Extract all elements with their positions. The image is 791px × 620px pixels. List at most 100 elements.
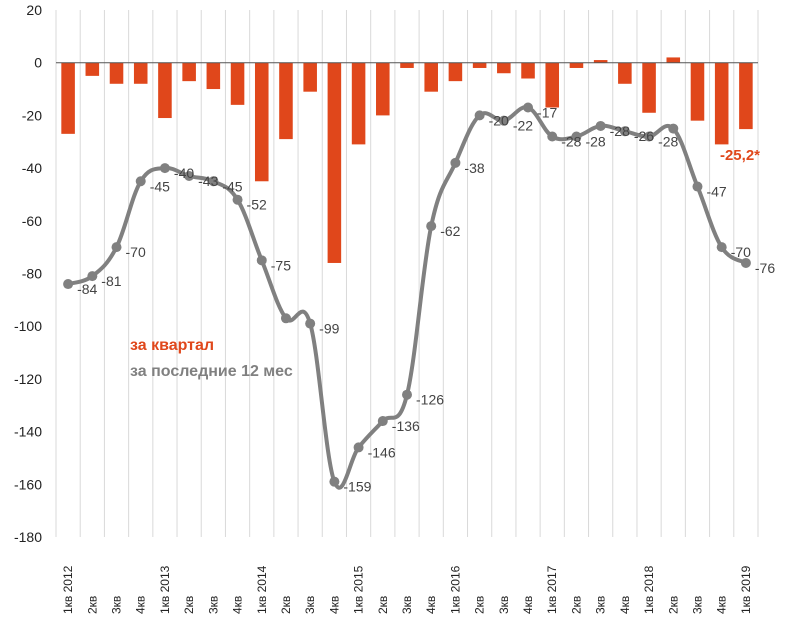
line-data-label: -99	[319, 321, 339, 337]
x-tick-label: 2кв	[473, 596, 487, 614]
line-point	[644, 131, 655, 142]
bar	[521, 62, 535, 79]
line-data-label: -84	[77, 281, 97, 297]
bar	[61, 62, 75, 134]
x-tick-label: 2кв	[279, 596, 293, 614]
line-point	[256, 255, 267, 266]
x-tick-label: 4кв	[327, 596, 341, 614]
line-data-label: -38	[464, 160, 484, 176]
line-point	[426, 221, 437, 232]
bar	[497, 62, 511, 74]
line-data-label: -40	[174, 165, 194, 181]
line-data-label: -70	[126, 244, 146, 260]
bar	[666, 57, 681, 63]
line-point	[208, 176, 219, 187]
line-point	[329, 476, 340, 487]
line-data-label: -43	[198, 173, 218, 189]
x-tick-label: 4кв	[134, 596, 148, 614]
line-point	[135, 176, 146, 187]
bar	[351, 62, 366, 145]
line-data-label: -28	[658, 133, 678, 149]
x-tick-label: 1кв 2019	[739, 565, 753, 614]
line-point	[377, 416, 388, 427]
x-tick-label: 3кв	[206, 596, 220, 614]
line-data-label: -62	[440, 223, 460, 239]
x-tick-label: 3кв	[110, 596, 124, 614]
line-data-label: -28	[585, 133, 605, 149]
legend-entry-quarter: за квартал	[130, 337, 214, 354]
line-point	[474, 110, 485, 121]
x-tick-label: 2кв	[666, 596, 680, 614]
line-data-label: -76	[755, 260, 775, 276]
y-tick-label: -140	[14, 424, 42, 440]
x-tick-label: 3кв	[400, 596, 414, 614]
line-data-label: -159	[343, 479, 371, 495]
line-point	[184, 171, 195, 182]
line-data-label: -22	[513, 118, 533, 134]
y-tick-label: 20	[26, 2, 42, 18]
line-data-label: -47	[706, 184, 726, 200]
line-point	[571, 131, 582, 142]
line-data-label: -136	[392, 418, 420, 434]
bar	[642, 62, 656, 113]
x-tick-label: 1кв 2017	[545, 565, 559, 614]
bar	[279, 62, 293, 140]
line-point	[111, 242, 122, 253]
line-data-label: -28	[561, 133, 581, 149]
bar	[424, 62, 438, 92]
x-tick-label: 2кв	[85, 596, 99, 614]
bar	[714, 62, 729, 145]
bar	[618, 62, 632, 84]
bar	[448, 62, 463, 82]
bar	[376, 62, 390, 116]
line-data-label: -126	[416, 392, 444, 408]
legend: за квартал за последние 12 мес	[130, 337, 293, 380]
bar	[254, 62, 269, 182]
y-tick-label: -60	[22, 213, 42, 229]
line-point	[402, 389, 412, 400]
line-data-label: -81	[101, 273, 121, 289]
bar	[182, 62, 196, 82]
line-point	[668, 123, 679, 134]
line-point	[692, 181, 703, 192]
y-tick-label: -40	[22, 160, 42, 176]
y-tick-label: -160	[14, 476, 42, 492]
y-axis: 20 0 -20 -40 -60 -80 -100 -120 -140 -160 -180	[14, 2, 42, 545]
x-tick-label: 4кв	[521, 596, 535, 614]
line-point	[353, 442, 364, 453]
line-data-label: -45	[222, 178, 242, 194]
line-data-label: -146	[368, 444, 396, 460]
bar	[206, 62, 221, 90]
bar	[545, 62, 560, 108]
grid-lines	[55, 10, 759, 537]
x-tick-label: 2кв	[376, 596, 390, 614]
x-tick-label: 3кв	[497, 596, 511, 614]
bar-series	[61, 57, 753, 263]
x-tick-label: 4кв	[618, 596, 632, 614]
bar	[739, 62, 753, 130]
x-tick-label: 2кв	[569, 596, 583, 614]
bar	[158, 62, 172, 119]
bar	[133, 62, 148, 84]
line-data-label: -45	[150, 178, 170, 194]
x-tick-label: 1кв 2018	[642, 565, 656, 614]
y-tick-label: 0	[34, 55, 42, 71]
line-data-label: -17	[537, 104, 557, 120]
line-series	[63, 102, 751, 490]
x-tick-label: 4кв	[424, 596, 438, 614]
y-tick-label: -180	[14, 529, 42, 545]
x-tick-label: 4кв	[231, 596, 245, 614]
x-axis: 1кв 2012 2кв 3кв 4кв 1кв 2013 2кв 3кв 4кв 1кв 20…	[56, 62, 758, 614]
x-tick-label: 2кв	[182, 596, 196, 614]
line-point	[87, 271, 98, 282]
y-tick-label: -100	[14, 318, 42, 334]
line-point	[547, 131, 558, 142]
bar	[230, 62, 245, 105]
line-point	[498, 115, 509, 126]
x-tick-label: 3кв	[303, 596, 317, 614]
x-tick-label: 1кв 2015	[352, 565, 366, 614]
line-point	[305, 318, 316, 329]
line-data-label: -20	[489, 112, 509, 128]
line-point	[63, 279, 74, 290]
